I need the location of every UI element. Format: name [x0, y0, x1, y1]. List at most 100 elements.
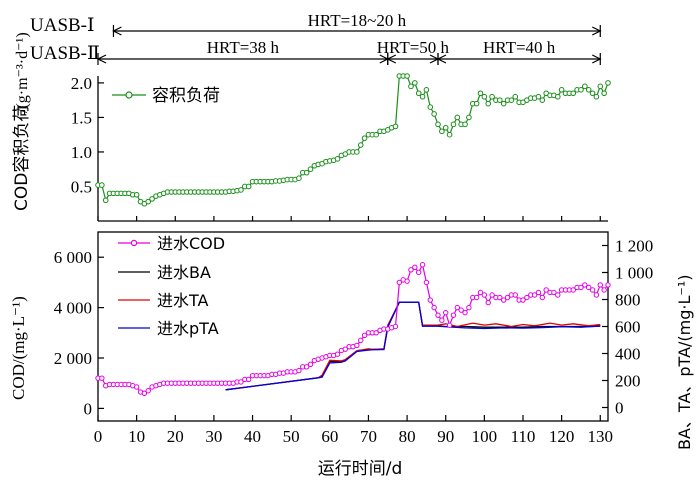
hrt-rows: HRT=18~20 h HRT=38 h HRT=50 h HRT=40 h — [96, 11, 602, 65]
top-point-120 — [558, 87, 565, 93]
top-point-85 — [423, 87, 430, 93]
cod-point-105 — [500, 297, 507, 303]
hrt-header: UASB-Ⅰ UASB-Ⅱ HRT=18~20 h HRT=38 h HRT=50 … — [30, 11, 602, 65]
legend-label-pta: 进水pTA — [157, 319, 219, 338]
top-ytick-label-3: 2.0 — [71, 74, 92, 93]
cod-point-62 — [334, 351, 341, 357]
bottom-ytick-right-label-1: 200 — [615, 372, 641, 391]
top-series — [95, 73, 611, 207]
cod-point-68 — [358, 337, 364, 344]
bottom-ytick-right-label-5: 1 000 — [615, 264, 653, 283]
top-point-89 — [439, 128, 445, 135]
top-point-81 — [408, 83, 414, 90]
top-point-128 — [589, 90, 596, 97]
cod-point-55 — [307, 361, 314, 367]
cod-point-100 — [481, 292, 488, 298]
top-point-107 — [508, 97, 515, 103]
bottom-xtick-label-10: 100 — [472, 427, 498, 446]
cod-point-69 — [361, 332, 368, 339]
bottom-xtick-label-8: 80 — [399, 427, 416, 446]
bottom-panel: 0 2 000 4 000 6 000 0 200 400 600 800 1 000 1 200 0… — [9, 231, 694, 479]
bottom-ytick-left-label-0: 0 — [84, 399, 93, 418]
bottom-axes: 0 2 000 4 000 6 000 0 200 400 600 800 1 000 1 200 0… — [54, 231, 653, 446]
cod-point-110 — [520, 297, 526, 303]
cod-point-89 — [439, 317, 445, 323]
cod-point-67 — [354, 342, 360, 349]
top-point-132 — [605, 80, 611, 86]
top-point-54 — [303, 169, 310, 176]
cod-point-128 — [589, 287, 596, 293]
top-point-62 — [334, 156, 341, 162]
bottom-xtick-label-2: 20 — [167, 427, 184, 446]
top-point-100 — [481, 93, 488, 100]
cod-point-84 — [419, 262, 426, 268]
bottom-xtick-label-13: 130 — [588, 427, 614, 446]
top-point-14 — [149, 196, 155, 202]
top-legend: 容积负荷 — [112, 86, 220, 106]
top-legend-label: 容积负荷 — [152, 86, 220, 106]
top-point-88 — [435, 121, 441, 128]
bottom-ytick-left-label-2: 4 000 — [54, 299, 92, 318]
bottom-xtick-label-5: 50 — [283, 427, 300, 446]
top-point-69 — [361, 135, 368, 141]
bottom-ytick-left-label-1: 2 000 — [54, 349, 92, 368]
bottom-ytick-right-label-3: 600 — [615, 318, 641, 337]
cod-point-131 — [601, 287, 607, 293]
top-point-13 — [145, 198, 152, 205]
legend-label-ba: 进水BA — [157, 263, 211, 282]
top-point-92 — [450, 121, 457, 128]
cod-point-119 — [555, 292, 561, 298]
top-point-105 — [500, 100, 507, 107]
top-point-99 — [477, 90, 484, 97]
cod-point-116 — [543, 287, 549, 293]
cod-point-96 — [466, 304, 472, 311]
bottom-ylabel-left: COD/(mg·L⁻¹) — [9, 296, 28, 400]
top-ytick-label-2: 1.5 — [71, 108, 92, 127]
top-point-37 — [238, 187, 244, 193]
cod-point-91 — [446, 322, 453, 328]
bottom-series-pta-line — [225, 301, 601, 391]
hrt-row1-arrow-start-0 — [112, 26, 122, 36]
top-point-95 — [462, 121, 468, 128]
bottom-xtick-label-1: 10 — [128, 427, 145, 446]
hrt-row2-label-1: HRT=50 h — [377, 38, 450, 57]
bottom-xtick-label-3: 30 — [205, 427, 222, 446]
cod-point-80 — [404, 278, 410, 284]
bottom-series-ta-line — [225, 301, 601, 391]
cod-point-106 — [504, 294, 511, 301]
bottom-xtick-label-11: 110 — [511, 427, 536, 446]
cod-point-129 — [593, 292, 600, 298]
top-point-10 — [133, 191, 140, 198]
bottom-ytick-right-label-0: 0 — [615, 399, 624, 418]
top-point-77 — [392, 123, 399, 130]
top-point-130 — [597, 83, 604, 90]
hrt-row2-arrow-start-1 — [386, 54, 397, 64]
bottom-xtick-label-0: 0 — [94, 427, 103, 446]
cod-point-114 — [535, 289, 542, 296]
bottom-xlabel: 运行时间/d — [318, 459, 403, 479]
bottom-series-ba-line — [225, 301, 601, 391]
top-point-2 — [102, 197, 109, 204]
bottom-xtick-label-4: 40 — [244, 427, 261, 446]
hrt-row2-arrow-start-2 — [436, 54, 447, 64]
cod-point-82 — [412, 264, 418, 270]
top-point-93 — [454, 114, 461, 121]
top-point-83 — [415, 90, 422, 97]
cod-point-92 — [450, 312, 457, 318]
top-point-52 — [296, 175, 302, 181]
top-point-119 — [554, 93, 561, 100]
cod-point-132 — [605, 282, 611, 288]
bottom-ytick-right-label-2: 400 — [615, 345, 641, 364]
hrt-row1-label-0: HRT=18~20 h — [308, 11, 407, 30]
top-point-55 — [307, 166, 314, 173]
cod-point-125 — [578, 284, 584, 291]
top-panel: 0.5 1.0 1.5 2.0 COD容积负荷 /(g·m⁻³·d⁻¹) 容积负荷 — [12, 32, 611, 222]
cod-point-86 — [427, 297, 433, 303]
bottom-legend: 进水COD 进水BA 进水TA 进水pTA — [118, 234, 225, 338]
top-point-101 — [485, 100, 492, 107]
cod-point-108 — [512, 292, 518, 298]
uasb2-label: UASB-Ⅱ — [30, 43, 100, 64]
cod-point-77 — [392, 323, 399, 330]
bottom-xtick-label-7: 70 — [360, 427, 377, 446]
